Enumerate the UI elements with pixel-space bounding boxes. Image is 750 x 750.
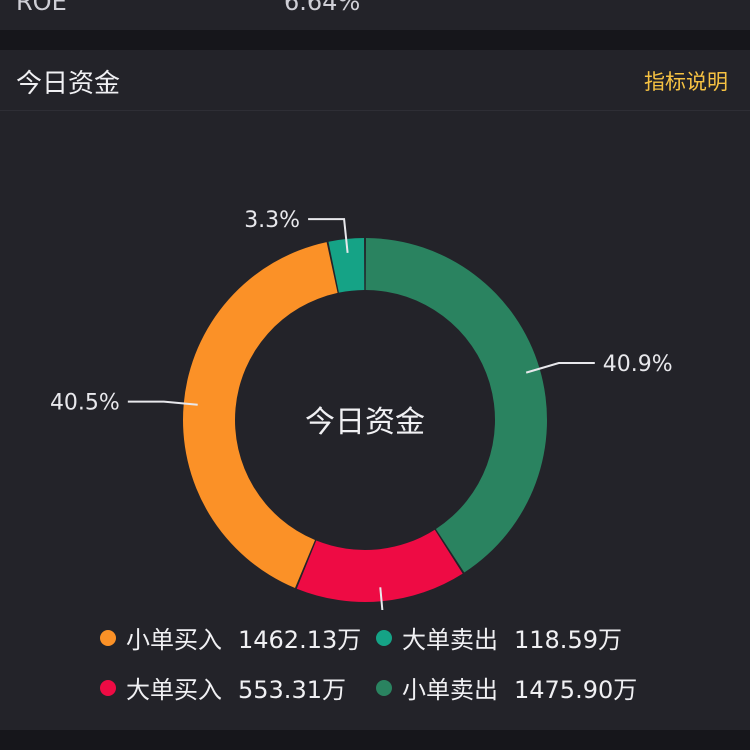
indicator-explanation-link[interactable]: 指标说明 xyxy=(644,70,728,94)
leader-line-small-sell xyxy=(525,362,595,374)
legend-value: 1475.90万 xyxy=(514,676,638,704)
donut-slice-large-buy xyxy=(296,529,463,603)
legend-value: 553.31万 xyxy=(238,676,346,704)
donut-slice-small-sell xyxy=(365,238,547,573)
legend-dot xyxy=(100,629,116,646)
legend-item-large-sell: 大单卖出 118.59万 xyxy=(376,620,622,655)
legend-value: 118.59万 xyxy=(514,626,622,654)
legend-name: 小单卖出 xyxy=(402,676,498,704)
leader-line-small-buy xyxy=(127,400,198,406)
legend-value: 1462.13万 xyxy=(238,626,362,654)
leader-line-large-buy xyxy=(379,587,384,610)
donut-slice-large-sell xyxy=(328,238,365,293)
legend-name: 大单卖出 xyxy=(402,626,498,654)
slice-label-small-sell: 40.9% xyxy=(603,352,673,377)
donut-center-label: 今日资金 xyxy=(305,405,425,440)
section-title: 今日资金 xyxy=(16,69,121,99)
capital-flow-section: 今日资金 指标说明 40.9%15.3%40.5%3.3% 今日资金 小单买入 … xyxy=(0,50,750,730)
slice-label-small-buy: 40.5% xyxy=(50,391,120,416)
capital-flow-donut-chart: 40.9%15.3%40.5%3.3% 今日资金 xyxy=(50,208,673,610)
slice-label-large-sell: 3.3% xyxy=(244,208,300,233)
legend-dot xyxy=(376,629,392,646)
legend-dot xyxy=(100,679,116,696)
legend-item-small-sell: 小单卖出 1475.90万 xyxy=(376,670,637,705)
section-header: 今日资金 指标说明 xyxy=(0,50,750,111)
summary-strip: ROE 6.64% xyxy=(0,0,750,30)
legend-name: 大单买入 xyxy=(126,676,222,704)
legend-item-large-buy: 大单买入 553.31万 xyxy=(100,670,346,705)
leader-line-large-sell xyxy=(308,218,349,254)
legend-item-small-buy: 小单买入 1462.13万 xyxy=(100,620,361,655)
bottom-strip xyxy=(0,730,750,750)
roe-value: 6.64% xyxy=(284,0,361,16)
donut-slice-small-buy xyxy=(183,242,338,588)
roe-label: ROE xyxy=(16,0,67,16)
legend-dot xyxy=(376,679,392,696)
legend-name: 小单买入 xyxy=(126,626,222,654)
